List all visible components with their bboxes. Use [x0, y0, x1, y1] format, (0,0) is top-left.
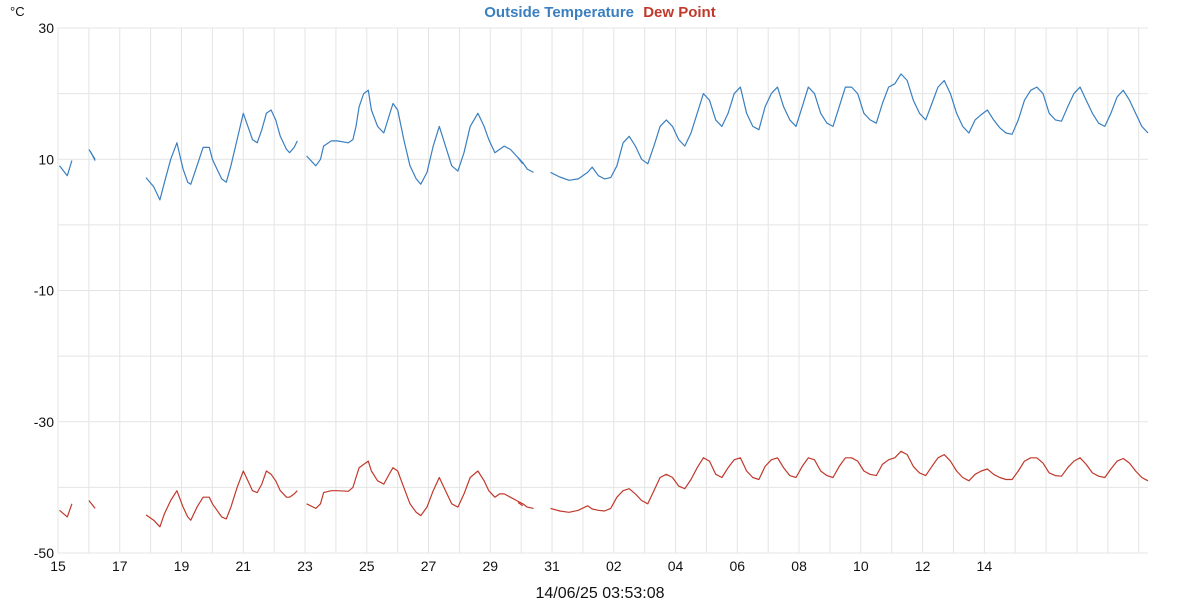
series-lines — [59, 73, 1149, 528]
outside-temperature-line — [89, 151, 96, 161]
x-tick-label: 10 — [853, 558, 869, 574]
dew-point-line — [88, 500, 96, 509]
x-tick-label: 08 — [791, 558, 807, 574]
outside-temperature-line — [59, 160, 73, 177]
y-tick-label: -30 — [34, 414, 54, 430]
dew-point-line — [145, 470, 298, 528]
x-tick-label: 04 — [668, 558, 684, 574]
x-tick-label: 21 — [235, 558, 251, 574]
x-tick-label: 31 — [544, 558, 560, 574]
outside-temperature-line — [306, 89, 534, 185]
y-tick-label: 10 — [38, 151, 54, 167]
y-unit-label: °C — [10, 4, 25, 19]
chart-title: Outside Temperature Dew Point — [484, 4, 715, 21]
x-tick-label: 23 — [297, 558, 313, 574]
timestamp-footer: 14/06/25 03:53:08 — [535, 585, 664, 600]
outside-temperature-line — [550, 73, 1149, 181]
legend-dew-point: Dew Point — [643, 4, 716, 21]
x-tick-label: 12 — [915, 558, 931, 574]
y-tick-label: -50 — [34, 545, 54, 561]
y-tick-label: -10 — [34, 283, 54, 299]
x-tick-label: 29 — [483, 558, 499, 574]
legend-outside-temperature: Outside Temperature — [484, 4, 634, 21]
dew-point-line — [517, 502, 524, 507]
x-tick-label: 17 — [112, 558, 128, 574]
outside-temperature-line — [517, 157, 524, 165]
dew-point-line — [59, 503, 73, 518]
outside-temperature-line — [145, 109, 298, 201]
x-tick-label: 25 — [359, 558, 375, 574]
x-tick-label: 06 — [730, 558, 746, 574]
dew-point-line — [306, 460, 534, 517]
dew-point-line — [550, 450, 1149, 513]
x-tick-label: 19 — [174, 558, 190, 574]
grid — [57, 27, 1148, 554]
x-tick-label: 15 — [50, 558, 66, 574]
y-tick-label: 30 — [38, 20, 54, 36]
x-tick-label: 14 — [977, 558, 993, 574]
x-tick-label: 02 — [606, 558, 622, 574]
x-tick-label: 27 — [421, 558, 437, 574]
